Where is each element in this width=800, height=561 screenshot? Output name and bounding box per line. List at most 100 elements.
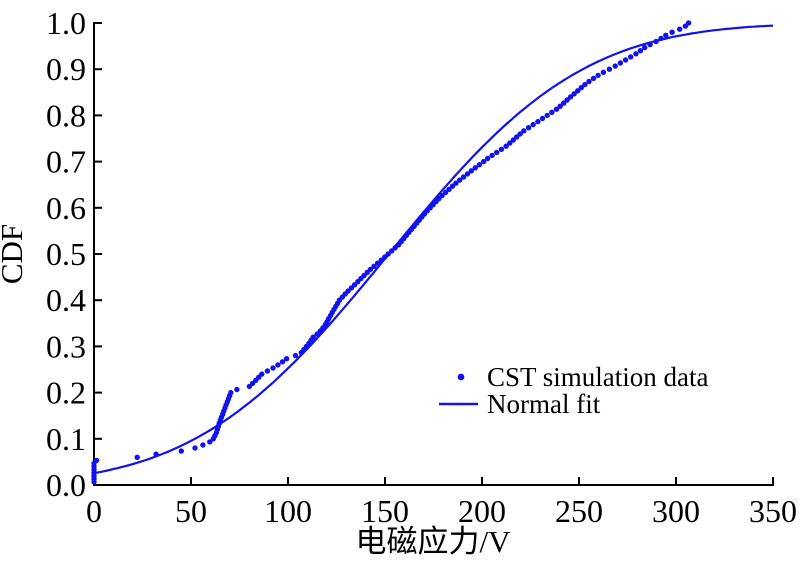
data-point: [600, 69, 607, 76]
data-point: [525, 125, 532, 131]
tick-marks: [93, 22, 774, 486]
data-point: [658, 35, 664, 42]
data-point: [622, 57, 629, 63]
data-point: [457, 177, 463, 183]
data-point: [480, 158, 487, 165]
data-point: [367, 266, 374, 273]
data-point: [642, 44, 648, 51]
data-point: [378, 257, 384, 263]
data-point: [498, 146, 505, 152]
data-point: [637, 48, 644, 54]
data-point: [192, 445, 198, 451]
x-tick-label: 50: [175, 493, 207, 529]
data-point: [685, 20, 692, 26]
data-point: [595, 72, 601, 79]
normal-fit-line: [93, 24, 774, 475]
data-point: [617, 60, 624, 66]
data-point: [549, 109, 555, 116]
x-tick-label: 150: [361, 493, 409, 529]
y-tick-label: 0.1: [46, 421, 86, 457]
data-point: [567, 94, 574, 100]
data-point: [234, 386, 240, 393]
data-point: [564, 97, 570, 103]
data-point: [468, 168, 474, 174]
data-point: [677, 26, 683, 32]
y-tick-label: 0.7: [46, 144, 86, 180]
data-point: [472, 165, 478, 171]
data-point: [460, 174, 467, 180]
data-point: [606, 66, 613, 72]
data-point: [489, 152, 495, 159]
y-tick-label: 0.9: [46, 51, 86, 87]
data-point: [582, 81, 588, 88]
data-point: [578, 85, 584, 91]
data-point: [535, 118, 541, 125]
data-point: [439, 192, 445, 199]
data-point: [446, 186, 452, 192]
data-point: [292, 352, 299, 359]
data-point: [590, 75, 597, 82]
data-point: [279, 359, 286, 365]
data-point: [586, 78, 592, 85]
data-point: [275, 362, 281, 368]
legend-scatter-label: CST simulation data: [487, 362, 709, 392]
y-tick-label: 0.2: [46, 375, 86, 411]
x-tick-label: 200: [458, 493, 506, 529]
data-point: [633, 51, 639, 57]
data-point: [476, 162, 483, 168]
data-point: [517, 131, 523, 137]
data-point: [485, 155, 491, 162]
data-point: [270, 365, 276, 371]
y-tick-label: 0.3: [46, 328, 86, 364]
data-point: [530, 121, 536, 128]
data-point: [544, 112, 550, 119]
plot-area: [91, 20, 774, 485]
data-point: [653, 38, 659, 45]
data-point: [200, 442, 206, 448]
y-tick-label: 0.0: [46, 467, 86, 503]
data-point: [612, 63, 618, 69]
data-point: [453, 180, 459, 186]
data-point: [494, 149, 500, 156]
x-tick-label: 100: [264, 493, 312, 529]
data-point: [669, 29, 675, 35]
y-axis-title: CDF: [0, 224, 29, 284]
data-point: [503, 143, 509, 149]
data-point: [392, 245, 398, 251]
data-point: [310, 334, 316, 340]
data-point: [539, 115, 546, 122]
x-tick-label: 350: [749, 493, 797, 529]
data-point: [575, 88, 581, 94]
data-point: [521, 128, 527, 134]
legend: CST simulation data Normal fit: [439, 362, 709, 419]
data-point: [557, 103, 563, 109]
data-point: [153, 451, 159, 457]
data-point: [571, 91, 577, 97]
x-tick-label: 0: [86, 493, 102, 529]
x-tick-label: 250: [555, 493, 603, 529]
y-tick-label: 0.8: [46, 97, 86, 133]
data-point: [514, 134, 520, 140]
y-tick-label: 1.0: [46, 5, 86, 41]
data-point: [385, 251, 391, 257]
x-tick-label: 300: [652, 493, 700, 529]
x-axis-title: 电磁应力/V: [356, 524, 512, 559]
data-point: [178, 448, 184, 454]
data-point: [283, 356, 290, 362]
data-point: [507, 140, 513, 146]
data-point: [663, 32, 669, 38]
y-tick-label: 0.6: [46, 190, 86, 226]
data-point: [374, 260, 381, 266]
data-point: [207, 439, 213, 445]
legend-scatter-marker-icon: [457, 373, 465, 381]
data-point: [264, 368, 271, 374]
legend-line-label: Normal fit: [487, 389, 601, 419]
data-point: [553, 106, 560, 112]
axes: [93, 22, 774, 486]
data-point: [464, 171, 471, 177]
tick-labels: 0 50 100 150 200 250 300 350 0.0 0.1 0.2 0.3 0.4 0.5 0…: [46, 5, 797, 529]
data-point: [134, 454, 140, 460]
y-tick-label: 0.5: [46, 236, 86, 272]
